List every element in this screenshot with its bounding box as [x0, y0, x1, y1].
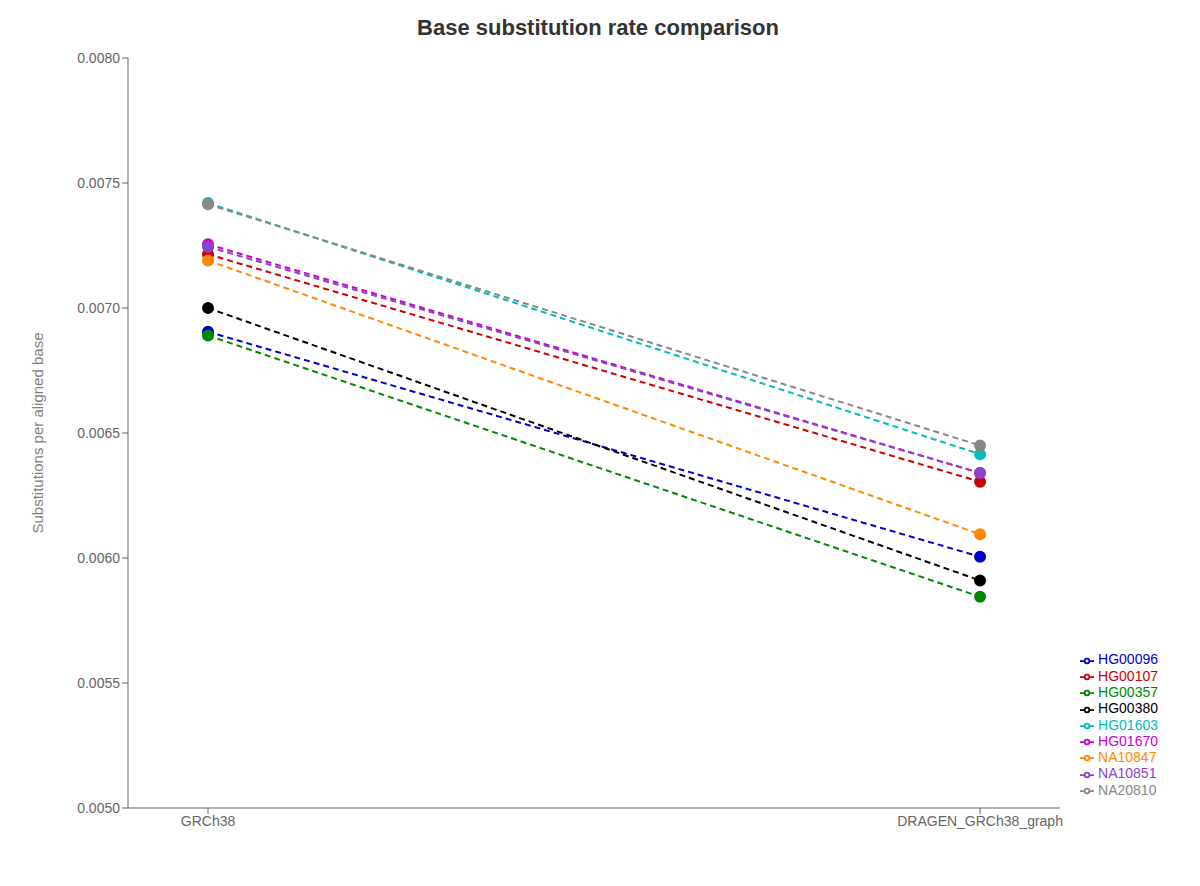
- html-text:HG00357: HG00357: [1098, 683, 1158, 700]
- html-text:Base substitution rate compari: Base substitution rate comparison: [417, 15, 779, 40]
- svg-text:0.0060: 0.0060: [77, 550, 120, 566]
- svg-text:0.0050: 0.0050: [77, 800, 120, 816]
- svg-text:0.0055: 0.0055: [77, 675, 120, 691]
- html-text:HG01670: HG01670: [1098, 732, 1158, 749]
- svg-text:DRAGEN_GRCh38_graph: DRAGEN_GRCh38_graph: [897, 813, 1063, 829]
- svg-text:0.0075: 0.0075: [77, 175, 120, 191]
- svg-text:0.0080: 0.0080: [77, 50, 120, 66]
- html-text:HG01603: HG01603: [1098, 716, 1158, 733]
- html-text:HG00107: HG00107: [1098, 667, 1158, 684]
- svg-text:0.0070: 0.0070: [77, 300, 120, 316]
- html-text:HG00380: HG00380: [1098, 700, 1158, 717]
- svg-text:GRCh38: GRCh38: [181, 813, 236, 829]
- html-text:NA10851: NA10851: [1098, 765, 1157, 782]
- html-text:NA20810: NA20810: [1098, 781, 1157, 798]
- html-text:NA10847: NA10847: [1098, 749, 1157, 766]
- svg-text:0.0065: 0.0065: [77, 425, 120, 441]
- svg-text:Substitutions per aligned base: Substitutions per aligned base: [29, 333, 46, 534]
- html-text:HG00096: HG00096: [1098, 651, 1158, 668]
